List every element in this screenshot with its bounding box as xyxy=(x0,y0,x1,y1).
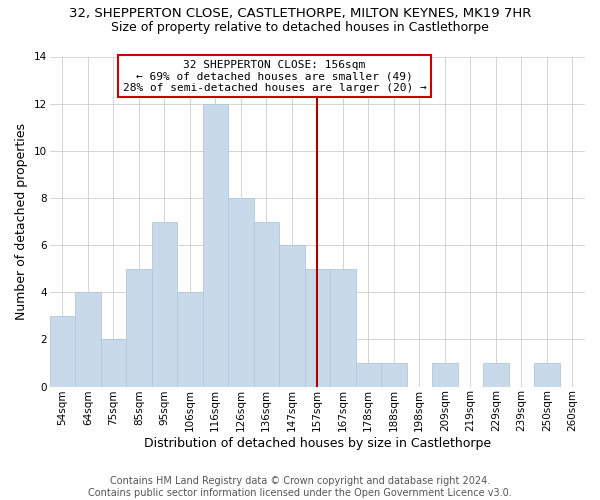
Bar xyxy=(203,104,228,387)
Bar xyxy=(75,292,101,386)
Bar xyxy=(126,268,152,386)
Bar xyxy=(254,222,279,386)
Bar xyxy=(432,363,458,386)
Bar xyxy=(228,198,254,386)
Bar xyxy=(152,222,177,386)
Y-axis label: Number of detached properties: Number of detached properties xyxy=(15,123,28,320)
Bar xyxy=(381,363,407,386)
Bar xyxy=(356,363,381,386)
Text: 32, SHEPPERTON CLOSE, CASTLETHORPE, MILTON KEYNES, MK19 7HR: 32, SHEPPERTON CLOSE, CASTLETHORPE, MILT… xyxy=(69,8,531,20)
Bar xyxy=(305,268,330,386)
Bar xyxy=(177,292,203,386)
Bar xyxy=(101,340,126,386)
Bar xyxy=(534,363,560,386)
Text: Size of property relative to detached houses in Castlethorpe: Size of property relative to detached ho… xyxy=(111,21,489,34)
Bar xyxy=(279,245,305,386)
Bar xyxy=(483,363,509,386)
Bar xyxy=(50,316,75,386)
Text: 32 SHEPPERTON CLOSE: 156sqm
← 69% of detached houses are smaller (49)
28% of sem: 32 SHEPPERTON CLOSE: 156sqm ← 69% of det… xyxy=(122,60,427,93)
Text: Contains HM Land Registry data © Crown copyright and database right 2024.
Contai: Contains HM Land Registry data © Crown c… xyxy=(88,476,512,498)
X-axis label: Distribution of detached houses by size in Castlethorpe: Distribution of detached houses by size … xyxy=(144,437,491,450)
Bar xyxy=(330,268,356,386)
